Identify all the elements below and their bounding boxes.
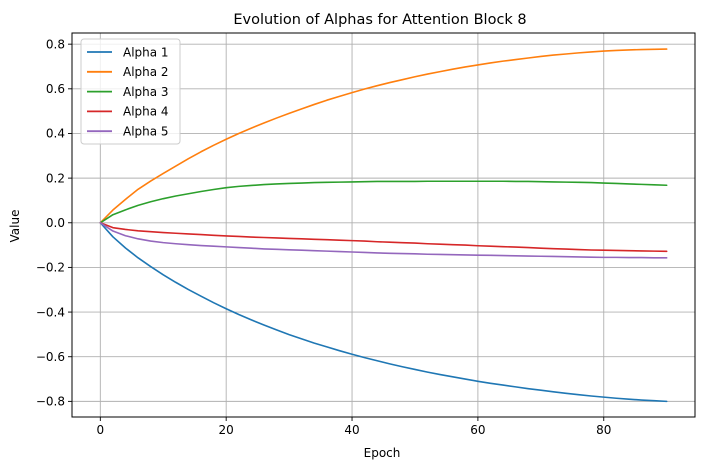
x-tick-label: 40: [344, 423, 359, 437]
x-axis-label: Epoch: [364, 446, 401, 460]
y-tick-label: −0.2: [36, 261, 65, 275]
legend-label-5: Alpha 5: [123, 125, 169, 139]
x-tick-label: 20: [219, 423, 234, 437]
series-line-4: [99, 221, 668, 253]
y-tick-label: 0.8: [46, 37, 65, 51]
series-line-3: [99, 180, 668, 224]
legend: Alpha 1 Alpha 2 Alpha 3 Alpha 4 Alpha 5: [80, 38, 181, 145]
y-tick-label: −0.4: [36, 305, 65, 319]
y-tick-label: −0.6: [36, 350, 65, 364]
legend-label-4: Alpha 4: [123, 105, 169, 119]
y-tick-label: 0.6: [46, 82, 65, 96]
series-lines: [99, 48, 668, 403]
plot-frame: [71, 32, 696, 418]
axes: 0 20 40 60 80 −0.8 −0.6 −0.4 −0.2 0.0 0.2 0.4 0.6 0.8: [36, 37, 612, 437]
x-tick-label: 80: [596, 423, 611, 437]
series-line-2: [99, 48, 668, 224]
legend-label-3: Alpha 3: [123, 85, 169, 99]
y-axis-label: Value: [8, 210, 22, 243]
series-line-5: [99, 221, 668, 259]
y-tick-label: 0.2: [46, 171, 65, 185]
chart-title: Evolution of Alphas for Attention Block …: [233, 12, 526, 28]
y-tick-label: 0.0: [46, 216, 65, 230]
legend-label-1: Alpha 1: [123, 45, 169, 59]
legend-box: [80, 38, 181, 145]
x-tick-label: 0: [96, 423, 104, 437]
series-line-1: [99, 221, 668, 403]
y-tick-label: 0.4: [46, 127, 65, 141]
y-tick-label: −0.8: [36, 395, 65, 409]
x-tick-label: 60: [470, 423, 485, 437]
legend-label-2: Alpha 2: [123, 65, 169, 79]
